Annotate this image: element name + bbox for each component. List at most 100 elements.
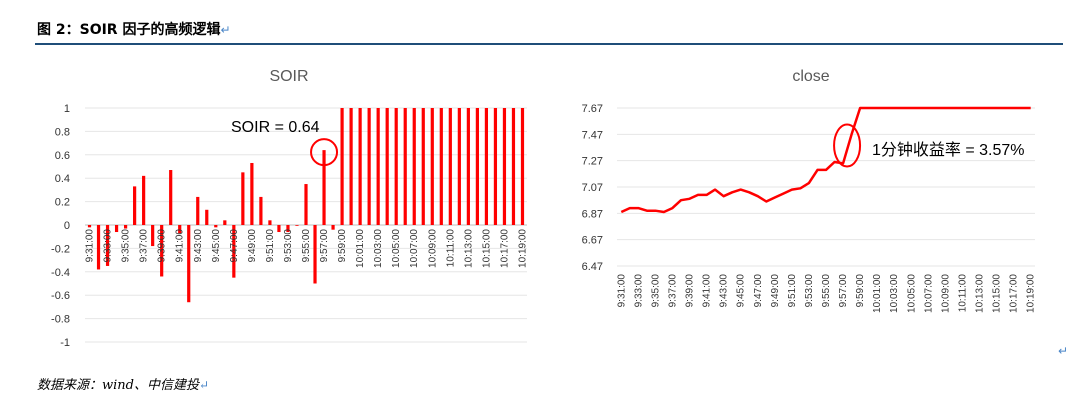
close-y-tick-label: 7.27 bbox=[582, 156, 603, 168]
soir-bar bbox=[105, 225, 110, 266]
soir-bar bbox=[484, 108, 489, 225]
soir-bar bbox=[169, 170, 173, 225]
soir-bar bbox=[430, 108, 434, 225]
soir-y-tick-label: 0 bbox=[64, 220, 70, 232]
soir-x-tick-label: 9:33:00 bbox=[103, 229, 114, 263]
soir-bar bbox=[457, 108, 461, 225]
soir-bar bbox=[520, 108, 525, 225]
soir-x-tick-label: 9:53:00 bbox=[283, 229, 294, 263]
soir-bar bbox=[123, 225, 128, 229]
title-rule bbox=[35, 43, 1063, 45]
soir-bar bbox=[511, 108, 516, 225]
soir-bar bbox=[349, 108, 353, 225]
close-x-tick-label: 10:07:00 bbox=[923, 274, 934, 313]
soir-bar bbox=[367, 108, 371, 225]
soir-bar bbox=[214, 225, 218, 228]
soir-bar bbox=[178, 225, 182, 234]
soir-bar bbox=[376, 108, 380, 225]
soir-y-tick-label: 1 bbox=[64, 103, 70, 115]
soir-x-tick-label: 10:15:00 bbox=[481, 229, 492, 268]
close-series-line bbox=[620, 106, 1031, 214]
close-chart-title: close bbox=[792, 68, 829, 85]
soir-x-tick-label: 9:51:00 bbox=[265, 229, 276, 263]
paragraph-return-icon: ↵ bbox=[1058, 344, 1069, 358]
soir-bar bbox=[142, 175, 146, 225]
soir-y-tick-label: -0.8 bbox=[51, 314, 70, 326]
soir-x-tick-label: 10:17:00 bbox=[499, 229, 510, 268]
close-x-tick-label: 10:15:00 bbox=[992, 274, 1003, 313]
soir-x-tick-label: 9:47:00 bbox=[229, 229, 240, 263]
soir-bar bbox=[403, 108, 407, 225]
soir-y-tick-label: 0.2 bbox=[55, 197, 70, 209]
close-x-tick-label: 9:43:00 bbox=[719, 274, 730, 308]
soir-y-tick-label: -0.2 bbox=[51, 243, 70, 255]
soir-x-tick-label: 9:49:00 bbox=[247, 229, 258, 263]
soir-bar bbox=[205, 209, 209, 225]
soir-bar bbox=[322, 150, 326, 225]
close-x-tick-label: 10:09:00 bbox=[940, 274, 951, 313]
soir-x-tick-label: 10:05:00 bbox=[391, 229, 402, 268]
close-x-tick-label: 10:05:00 bbox=[906, 274, 917, 313]
soir-x-tick-label: 9:59:00 bbox=[337, 229, 348, 263]
soir-bar bbox=[232, 225, 236, 278]
soir-bar bbox=[448, 108, 452, 225]
soir-y-tick-label: -0.6 bbox=[51, 290, 70, 302]
close-x-tick-label: 10:13:00 bbox=[975, 274, 986, 313]
soir-bar bbox=[394, 108, 398, 225]
soir-bar bbox=[223, 220, 227, 225]
soir-x-tick-label: 10:09:00 bbox=[427, 229, 438, 268]
close-y-tick-label: 6.67 bbox=[582, 235, 603, 247]
close-x-tick-label: 9:41:00 bbox=[702, 274, 713, 308]
soir-bar bbox=[421, 108, 425, 225]
soir-bar bbox=[295, 225, 299, 226]
soir-bar bbox=[114, 225, 119, 233]
close-x-tick-label: 9:55:00 bbox=[821, 274, 832, 308]
source-return-icon: ↵ bbox=[198, 378, 210, 392]
close-x-tick-label: 10:11:00 bbox=[957, 274, 968, 313]
soir-bar bbox=[196, 196, 200, 225]
soir-x-tick-label: 9:37:00 bbox=[139, 229, 150, 263]
soir-bar bbox=[277, 225, 281, 233]
figure-title: 图 2：SOIR 因子的高频逻辑↵ bbox=[37, 19, 231, 39]
soir-bar bbox=[466, 108, 470, 225]
close-x-tick-label: 10:17:00 bbox=[1009, 274, 1020, 313]
soir-x-tick-label: 10:03:00 bbox=[373, 229, 384, 268]
close-x-tick-label: 10:19:00 bbox=[1026, 274, 1037, 313]
close-x-tick-label: 9:51:00 bbox=[787, 274, 798, 308]
soir-x-tick-label: 9:31:00 bbox=[85, 229, 96, 263]
soir-bar bbox=[331, 225, 335, 230]
close-x-tick-label: 9:31:00 bbox=[616, 274, 627, 308]
soir-bar bbox=[358, 108, 362, 225]
soir-x-tick-label: 9:41:00 bbox=[175, 229, 186, 263]
soir-bar bbox=[133, 186, 137, 225]
soir-x-tick-label: 10:19:00 bbox=[517, 229, 528, 268]
soir-bar bbox=[286, 225, 290, 233]
close-x-tick-label: 9:37:00 bbox=[667, 274, 678, 308]
soir-bar bbox=[160, 225, 164, 277]
close-y-tick-label: 6.47 bbox=[582, 261, 603, 273]
soir-x-tick-label: 9:45:00 bbox=[211, 229, 222, 263]
soir-annotation-label: SOIR = 0.64 bbox=[231, 119, 320, 136]
soir-x-tick-label: 9:43:00 bbox=[193, 229, 204, 263]
close-x-tick-label: 9:47:00 bbox=[753, 274, 764, 308]
soir-y-tick-label: 0.6 bbox=[55, 150, 70, 162]
soir-bar bbox=[87, 225, 92, 228]
soir-chart: SOIR 1 0.8 0.6 0.4 0.2 0 -0.2 -0.4 -0.6 -0.8 -1 9:31… bbox=[51, 68, 528, 349]
soir-x-tick-label: 10:13:00 bbox=[463, 229, 474, 268]
return-mark-icon: ↵ bbox=[220, 23, 231, 37]
soir-bar bbox=[340, 108, 344, 225]
soir-bar bbox=[259, 196, 263, 225]
soir-x-tick-label: 9:39:00 bbox=[157, 229, 168, 263]
soir-bar bbox=[502, 108, 507, 225]
soir-bar bbox=[475, 108, 479, 225]
close-x-tick-label: 9:53:00 bbox=[804, 274, 815, 308]
soir-bar bbox=[250, 162, 254, 225]
close-x-tick-label: 10:01:00 bbox=[872, 274, 883, 313]
soir-y-tick-label: -0.4 bbox=[51, 267, 70, 279]
close-x-tick-label: 9:35:00 bbox=[650, 274, 661, 308]
soir-x-tick-label: 10:07:00 bbox=[409, 229, 420, 268]
figure-title-text: 图 2：SOIR 因子的高频逻辑 bbox=[37, 22, 221, 38]
close-x-tick-label: 9:45:00 bbox=[736, 274, 747, 308]
source-text: 数据来源：wind、中信建投 bbox=[37, 378, 199, 393]
